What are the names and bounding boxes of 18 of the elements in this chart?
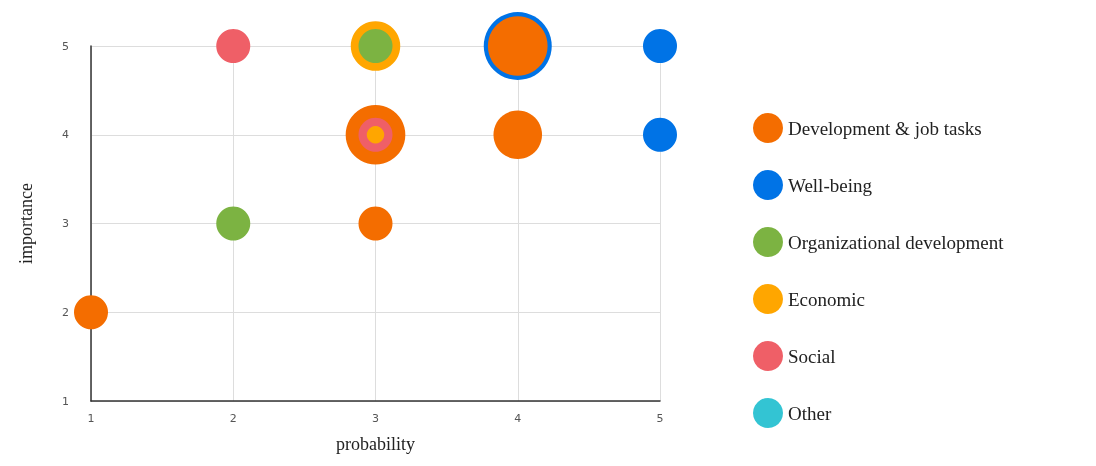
x-tick-label: 3 (372, 412, 379, 425)
y-axis-title: importance (16, 183, 36, 264)
x-tick-label: 4 (514, 412, 522, 425)
y-tick-label: 2 (62, 305, 69, 319)
legend-label: Social (788, 345, 836, 367)
x-axis-title: probability (336, 434, 415, 454)
x-tick-label: 2 (229, 412, 237, 425)
legend-label: Economic (788, 288, 866, 310)
legend-label: Other (788, 402, 832, 424)
x-tick-label: 5 (656, 412, 664, 425)
y-tick-label: 4 (62, 128, 69, 142)
y-tick-label: 5 (62, 39, 69, 53)
x-tick-label: 1 (87, 412, 95, 425)
legend-label: Development & job tasks (788, 117, 982, 139)
legend-label: Well-being (788, 174, 873, 196)
legend-label: Organizational development (788, 231, 1005, 253)
y-tick-label: 3 (62, 217, 69, 230)
y-tick-label: 1 (62, 394, 69, 408)
